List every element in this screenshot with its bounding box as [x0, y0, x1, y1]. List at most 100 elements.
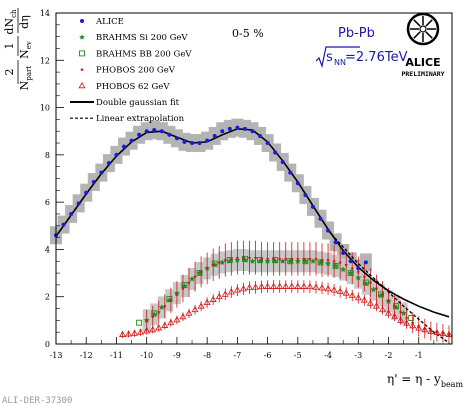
- sqrt-sign: [315, 46, 360, 69]
- phobos200-point: [259, 256, 264, 261]
- alice-logo-text: ALICE: [405, 56, 440, 69]
- alice-point: [348, 259, 353, 264]
- phobos62-point: [372, 302, 380, 309]
- alice-point: [84, 190, 89, 195]
- phobos62-point: [403, 319, 411, 326]
- x-tick-label: -11: [110, 351, 123, 360]
- phobos200-point: [175, 292, 179, 296]
- alice-point: [318, 216, 323, 221]
- alice-point: [61, 222, 66, 227]
- alice-logo-spokes: [410, 16, 436, 42]
- brahms-si-point: [362, 280, 369, 287]
- phobos62-point: [324, 285, 332, 292]
- phobos200-point: [392, 304, 397, 308]
- x-tick-label: -8: [203, 351, 211, 360]
- phobos62-point: [336, 287, 344, 294]
- double-gaussian-fit-line: [55, 127, 450, 318]
- legend-entry: PHOBOS 200 GeV: [80, 66, 176, 76]
- phobos62-point: [173, 316, 181, 323]
- phobos200-point: [314, 256, 318, 261]
- alice-point: [69, 211, 74, 216]
- brahms-si-point: [279, 258, 286, 264]
- phobos200-point: [217, 260, 222, 265]
- brahms-si-point: [257, 258, 264, 264]
- brahms-si-point: [377, 292, 384, 299]
- phobos200-point: [253, 255, 258, 260]
- alice-systematic-bands: [50, 118, 408, 332]
- legend-marker: [79, 34, 85, 40]
- centrality-label: 0-5 %: [232, 27, 264, 40]
- phobos200-point: [169, 298, 173, 302]
- preliminary-text: PRELIMINARY: [401, 70, 444, 78]
- x-tick-label: -9: [173, 351, 181, 360]
- alice-point: [288, 170, 293, 175]
- phobos62-point: [131, 329, 139, 336]
- energy-label: s NN =2.76TeV: [315, 46, 408, 69]
- brahms-si-point: [393, 304, 400, 310]
- x-tick-label: -10: [140, 351, 153, 360]
- phobos62-point: [227, 288, 235, 295]
- alice-logo-ring: [406, 12, 440, 46]
- alice-point: [265, 141, 270, 146]
- phobos62-point: [185, 309, 193, 316]
- brahms-si-point: [325, 260, 332, 267]
- phobos200-point: [380, 292, 385, 296]
- phobos62-point: [258, 282, 266, 290]
- brahms-si-point: [151, 311, 158, 317]
- phobos62-point: [294, 282, 302, 289]
- legend-marker: [79, 50, 85, 57]
- phobos62-point: [378, 305, 386, 313]
- phobos62-point: [360, 296, 368, 303]
- phobos200-point: [362, 274, 367, 279]
- x-tick-label: -7: [233, 351, 241, 360]
- system-label: Pb-Pb: [338, 26, 375, 41]
- phobos62-point: [318, 284, 326, 291]
- alice-point: [91, 180, 96, 185]
- x-tick-label: -1: [415, 351, 423, 360]
- brahms-si-point: [317, 259, 324, 265]
- phobos62-point: [143, 327, 151, 334]
- legend-marker: [80, 67, 84, 72]
- brahms-bb-point: [136, 319, 143, 326]
- phobos62-point: [209, 295, 217, 302]
- alice-point: [220, 129, 225, 134]
- brahms-si-point: [234, 256, 241, 263]
- phobos62-point: [409, 321, 417, 329]
- phobos62-point: [354, 294, 362, 301]
- alice-point: [341, 250, 346, 255]
- phobos62-point: [385, 309, 393, 316]
- ylabel-den3: dη: [18, 15, 31, 29]
- phobos62-point: [330, 286, 338, 293]
- brahms-si-point: [181, 282, 188, 289]
- phobos62-point: [125, 330, 133, 337]
- alice-point: [197, 141, 202, 146]
- legend-label: BRAHMS BB 200 GeV: [96, 49, 192, 59]
- phobos62-point: [427, 327, 435, 334]
- phobos62-point: [197, 302, 205, 309]
- phobos200-point: [338, 260, 343, 265]
- phobos62-point: [445, 330, 453, 337]
- phobos200-point: [193, 274, 197, 279]
- phobos200-point: [302, 256, 306, 261]
- phobos200-point: [422, 326, 427, 331]
- alice-point: [363, 260, 368, 265]
- alice-point: [152, 128, 157, 133]
- legend-entry: Linear extrapolation: [70, 114, 185, 124]
- alice-point: [137, 132, 142, 137]
- phobos62-point: [191, 305, 199, 313]
- alice-point: [190, 141, 195, 146]
- brahms-si-point: [347, 269, 354, 276]
- y-tick-label: 8: [45, 151, 50, 160]
- phobos200-point: [181, 286, 185, 291]
- legend-label: Linear extrapolation: [96, 114, 185, 124]
- phobos62-point: [276, 282, 284, 289]
- y-tick-label: 14: [40, 9, 50, 18]
- y-tick-label: 12: [40, 56, 50, 65]
- phobos62-point: [421, 325, 429, 333]
- alice-point: [114, 152, 119, 157]
- brahms-si-point: [196, 269, 203, 276]
- phobos200-point: [447, 332, 451, 337]
- energy-s: s: [326, 50, 333, 65]
- brahms-si-point: [400, 310, 407, 316]
- brahms-si-point: [340, 266, 347, 273]
